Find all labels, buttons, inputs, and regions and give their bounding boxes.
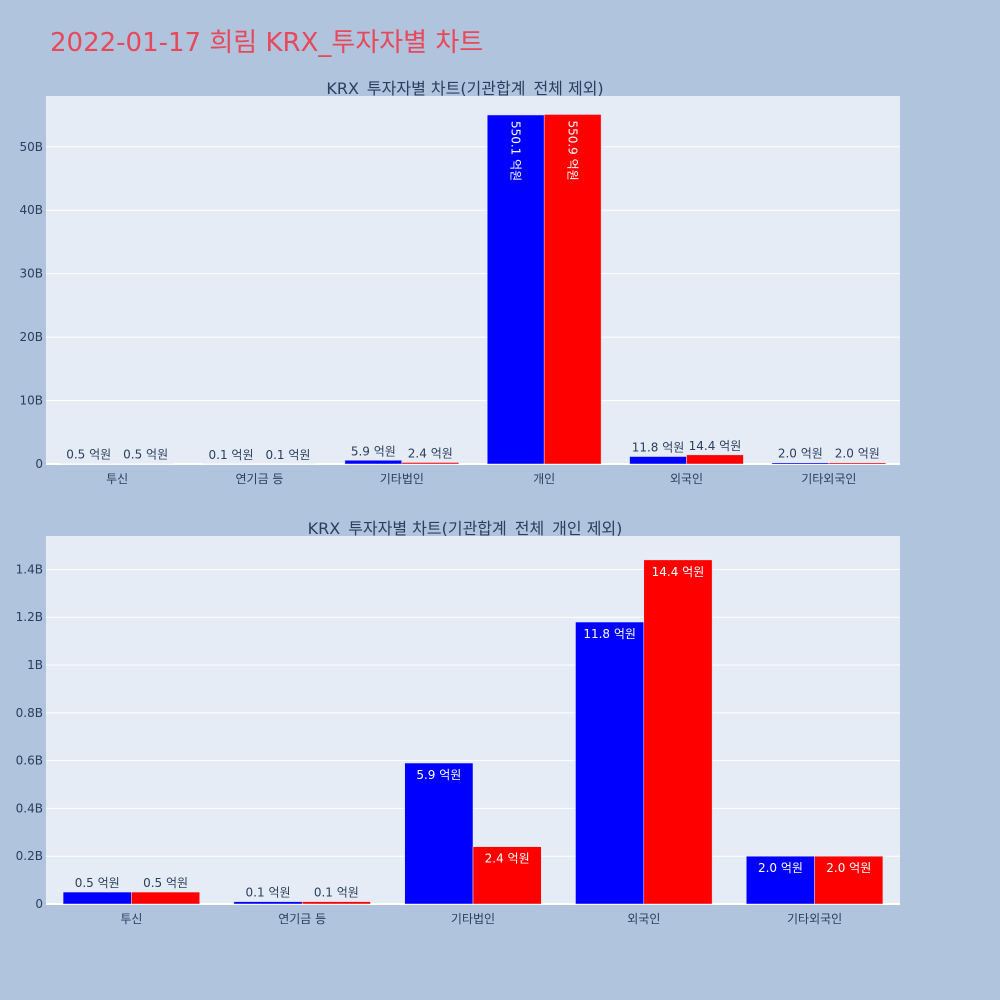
data-label: 0.1 억원 bbox=[265, 448, 310, 462]
y-tick-label: 0.8B bbox=[16, 706, 43, 720]
y-tick-label: 0 bbox=[35, 457, 43, 471]
bar bbox=[771, 462, 830, 465]
x-tick-label: 기타외국인 bbox=[787, 912, 842, 926]
bar bbox=[404, 762, 474, 905]
data-label: 2.0 억원 bbox=[758, 861, 803, 875]
data-label: 0.5 억원 bbox=[143, 876, 188, 890]
data-label: 2.4 억원 bbox=[485, 852, 530, 866]
bar bbox=[472, 846, 542, 905]
bar bbox=[543, 114, 602, 465]
y-tick-label: 10B bbox=[19, 394, 43, 408]
data-label: 2.0 억원 bbox=[835, 447, 880, 461]
x-tick-label: 개인 bbox=[533, 472, 555, 486]
data-label: 0.1 억원 bbox=[314, 886, 359, 900]
y-tick-label: 1.2B bbox=[16, 610, 43, 624]
chart-all-investors: KRX_투자자별 차트(기관합계_전체 제외) 0 10B 20B 30B 40B 50B 투… bbox=[19, 79, 900, 486]
data-label: 0.1 억원 bbox=[209, 448, 254, 462]
chart-title: KRX_투자자별 차트(기관합계_전체_개인 제외) bbox=[308, 519, 623, 539]
x-tick-label: 투신 bbox=[106, 472, 128, 486]
data-label: 14.4 억원 bbox=[652, 565, 705, 579]
bar bbox=[643, 559, 713, 905]
chart-excluding-individuals: KRX_투자자별 차트(기관합계_전체_개인 제외) 0 0.2B 0.4B 0.6B 0… bbox=[16, 519, 900, 926]
data-label: 5.9 억원 bbox=[416, 768, 461, 782]
bar bbox=[575, 621, 645, 905]
y-tick-label: 20B bbox=[19, 330, 43, 344]
data-label: 0.5 억원 bbox=[75, 876, 120, 890]
data-label: 14.4 억원 bbox=[689, 439, 742, 453]
x-tick-label: 외국인 bbox=[627, 912, 660, 926]
bar bbox=[401, 462, 460, 465]
bar bbox=[629, 456, 687, 465]
data-label: 0.5 억원 bbox=[123, 448, 168, 462]
data-label: 5.9 억원 bbox=[351, 444, 396, 458]
chart-title: KRX_투자자별 차트(기관합계_전체 제외) bbox=[326, 79, 603, 99]
data-label: 0.1 억원 bbox=[246, 886, 291, 900]
y-tick-label: 0 bbox=[35, 897, 43, 911]
bar bbox=[814, 855, 884, 905]
y-tick-label: 50B bbox=[19, 140, 43, 154]
x-tick-label: 연기금 등 bbox=[236, 472, 284, 486]
x-tick-label: 기타외국인 bbox=[801, 472, 856, 486]
bar bbox=[301, 901, 371, 905]
bar bbox=[233, 901, 303, 905]
data-label: 0.5 억원 bbox=[66, 448, 111, 462]
y-tick-label: 0.2B bbox=[16, 849, 43, 863]
bar bbox=[828, 462, 887, 465]
x-tick-label: 외국인 bbox=[670, 472, 703, 486]
page-title: 2022-01-17 희림 KRX_투자자별 차트 bbox=[50, 28, 484, 58]
bar bbox=[686, 454, 744, 465]
x-tick-label: 연기금 등 bbox=[278, 912, 326, 926]
y-tick-label: 0.6B bbox=[16, 754, 43, 768]
data-label: 550.1 억원 bbox=[509, 121, 523, 181]
y-tick-label: 0.4B bbox=[16, 801, 43, 815]
bar bbox=[746, 855, 815, 905]
data-label: 2.0 억원 bbox=[826, 861, 871, 875]
data-label: 2.0 억원 bbox=[778, 447, 823, 461]
bar bbox=[131, 891, 200, 905]
bar bbox=[344, 460, 403, 465]
bar bbox=[62, 891, 132, 905]
x-tick-label: 기타법인 bbox=[380, 472, 424, 486]
data-label: 550.9 억원 bbox=[566, 120, 580, 180]
plot-area bbox=[46, 96, 900, 464]
y-tick-label: 30B bbox=[19, 267, 43, 281]
y-tick-label: 1B bbox=[27, 658, 43, 672]
y-tick-label: 40B bbox=[19, 203, 43, 217]
y-tick-label: 1.4B bbox=[16, 562, 43, 576]
x-tick-label: 기타법인 bbox=[451, 912, 495, 926]
data-label: 2.4 억원 bbox=[408, 446, 453, 460]
data-label: 11.8 억원 bbox=[583, 627, 636, 641]
data-label: 11.8 억원 bbox=[632, 441, 685, 455]
x-tick-label: 투신 bbox=[120, 912, 142, 926]
